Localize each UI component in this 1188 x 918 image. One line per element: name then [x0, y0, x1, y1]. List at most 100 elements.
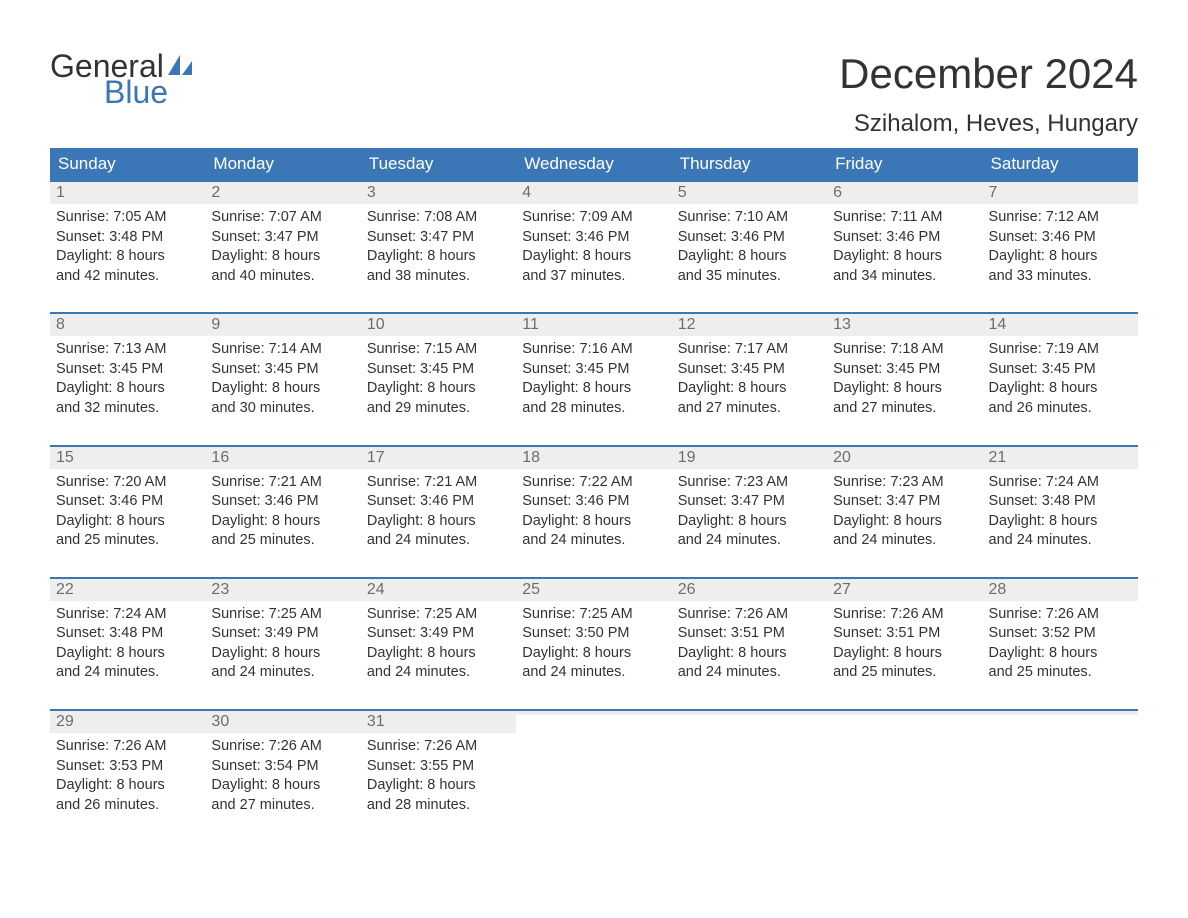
- daylight-line: Daylight: 8 hours: [522, 379, 665, 399]
- day-number: 15: [56, 449, 74, 466]
- sunrise-line: Sunrise: 7:23 AM: [833, 473, 976, 493]
- daylight-line: and 26 minutes.: [56, 796, 199, 816]
- day-number: 24: [367, 581, 385, 598]
- daylight-line: Daylight: 8 hours: [833, 247, 976, 267]
- sunrise-line: Sunrise: 7:05 AM: [56, 208, 199, 228]
- daylight-line: and 34 minutes.: [833, 267, 976, 287]
- daylight-line: Daylight: 8 hours: [211, 379, 354, 399]
- calendar-day: 11Sunrise: 7:16 AMSunset: 3:45 PMDayligh…: [516, 314, 671, 424]
- day-body: Sunrise: 7:14 AMSunset: 3:45 PMDaylight:…: [205, 336, 360, 424]
- daylight-line: and 24 minutes.: [367, 663, 510, 683]
- daylight-line: and 24 minutes.: [522, 663, 665, 683]
- sunrise-line: Sunrise: 7:26 AM: [211, 737, 354, 757]
- daylight-line: and 24 minutes.: [211, 663, 354, 683]
- page-header: General Blue December 2024 Szihalom, Hev…: [50, 50, 1138, 138]
- sunset-line: Sunset: 3:50 PM: [522, 624, 665, 644]
- day-number-row: 14: [983, 314, 1138, 336]
- logo-text-bottom: Blue: [104, 76, 194, 108]
- day-number: 18: [522, 449, 540, 466]
- calendar-day: 12Sunrise: 7:17 AMSunset: 3:45 PMDayligh…: [672, 314, 827, 424]
- day-body: Sunrise: 7:10 AMSunset: 3:46 PMDaylight:…: [672, 204, 827, 292]
- daylight-line: and 25 minutes.: [211, 531, 354, 551]
- daylight-line: and 24 minutes.: [678, 663, 821, 683]
- daylight-line: Daylight: 8 hours: [678, 379, 821, 399]
- day-body: Sunrise: 7:23 AMSunset: 3:47 PMDaylight:…: [827, 469, 982, 557]
- sunset-line: Sunset: 3:45 PM: [989, 360, 1132, 380]
- day-number-row: [983, 711, 1138, 715]
- day-number-row: 15: [50, 447, 205, 469]
- title-block: December 2024 Szihalom, Heves, Hungary: [839, 50, 1138, 138]
- daylight-line: and 30 minutes.: [211, 399, 354, 419]
- sunrise-line: Sunrise: 7:14 AM: [211, 340, 354, 360]
- daylight-line: Daylight: 8 hours: [56, 379, 199, 399]
- day-number-row: 28: [983, 579, 1138, 601]
- calendar-day: 29Sunrise: 7:26 AMSunset: 3:53 PMDayligh…: [50, 711, 205, 821]
- daylight-line: and 38 minutes.: [367, 267, 510, 287]
- day-number-row: 30: [205, 711, 360, 733]
- daylight-line: Daylight: 8 hours: [989, 379, 1132, 399]
- daylight-line: Daylight: 8 hours: [522, 644, 665, 664]
- day-number: 20: [833, 449, 851, 466]
- day-body: Sunrise: 7:05 AMSunset: 3:48 PMDaylight:…: [50, 204, 205, 292]
- daylight-line: and 40 minutes.: [211, 267, 354, 287]
- sunset-line: Sunset: 3:45 PM: [367, 360, 510, 380]
- daylight-line: and 35 minutes.: [678, 267, 821, 287]
- sunrise-line: Sunrise: 7:26 AM: [367, 737, 510, 757]
- day-number: 17: [367, 449, 385, 466]
- calendar-day: 21Sunrise: 7:24 AMSunset: 3:48 PMDayligh…: [983, 447, 1138, 557]
- day-number: 31: [367, 713, 385, 730]
- daylight-line: and 28 minutes.: [522, 399, 665, 419]
- day-body: Sunrise: 7:09 AMSunset: 3:46 PMDaylight:…: [516, 204, 671, 292]
- daylight-line: and 27 minutes.: [678, 399, 821, 419]
- daylight-line: Daylight: 8 hours: [211, 512, 354, 532]
- day-body: Sunrise: 7:21 AMSunset: 3:46 PMDaylight:…: [205, 469, 360, 557]
- sunrise-line: Sunrise: 7:20 AM: [56, 473, 199, 493]
- sunrise-line: Sunrise: 7:09 AM: [522, 208, 665, 228]
- sunset-line: Sunset: 3:51 PM: [833, 624, 976, 644]
- day-number-row: 8: [50, 314, 205, 336]
- sunrise-line: Sunrise: 7:10 AM: [678, 208, 821, 228]
- sunrise-line: Sunrise: 7:25 AM: [211, 605, 354, 625]
- day-number-row: 16: [205, 447, 360, 469]
- weekday-header: Wednesday: [516, 148, 671, 180]
- sunset-line: Sunset: 3:46 PM: [678, 228, 821, 248]
- day-body: Sunrise: 7:19 AMSunset: 3:45 PMDaylight:…: [983, 336, 1138, 424]
- day-number: 22: [56, 581, 74, 598]
- sunset-line: Sunset: 3:47 PM: [367, 228, 510, 248]
- day-number: 23: [211, 581, 229, 598]
- daylight-line: Daylight: 8 hours: [989, 247, 1132, 267]
- calendar-day: 7Sunrise: 7:12 AMSunset: 3:46 PMDaylight…: [983, 182, 1138, 292]
- daylight-line: and 42 minutes.: [56, 267, 199, 287]
- day-body: Sunrise: 7:17 AMSunset: 3:45 PMDaylight:…: [672, 336, 827, 424]
- sunrise-line: Sunrise: 7:13 AM: [56, 340, 199, 360]
- sunset-line: Sunset: 3:53 PM: [56, 757, 199, 777]
- calendar-day: 13Sunrise: 7:18 AMSunset: 3:45 PMDayligh…: [827, 314, 982, 424]
- day-number-row: 2: [205, 182, 360, 204]
- sunset-line: Sunset: 3:47 PM: [678, 492, 821, 512]
- location-label: Szihalom, Heves, Hungary: [839, 110, 1138, 138]
- day-body: Sunrise: 7:16 AMSunset: 3:45 PMDaylight:…: [516, 336, 671, 424]
- sunset-line: Sunset: 3:45 PM: [833, 360, 976, 380]
- day-number-row: 22: [50, 579, 205, 601]
- calendar-day: 16Sunrise: 7:21 AMSunset: 3:46 PMDayligh…: [205, 447, 360, 557]
- sunrise-line: Sunrise: 7:26 AM: [678, 605, 821, 625]
- day-number-row: 25: [516, 579, 671, 601]
- calendar-day: 23Sunrise: 7:25 AMSunset: 3:49 PMDayligh…: [205, 579, 360, 689]
- day-number-row: 13: [827, 314, 982, 336]
- calendar-day: 20 Sunrise: 7:23 AMSunset: 3:47 PMDayligh…: [827, 447, 982, 557]
- calendar-day: 30Sunrise: 7:26 AMSunset: 3:54 PMDayligh…: [205, 711, 360, 821]
- sunset-line: Sunset: 3:51 PM: [678, 624, 821, 644]
- calendar-day: 5Sunrise: 7:10 AMSunset: 3:46 PMDaylight…: [672, 182, 827, 292]
- daylight-line: Daylight: 8 hours: [56, 512, 199, 532]
- daylight-line: Daylight: 8 hours: [367, 512, 510, 532]
- sunrise-line: Sunrise: 7:15 AM: [367, 340, 510, 360]
- sunrise-line: Sunrise: 7:21 AM: [367, 473, 510, 493]
- daylight-line: and 24 minutes.: [367, 531, 510, 551]
- calendar-day: [983, 711, 1138, 821]
- day-body: Sunrise: 7:22 AMSunset: 3:46 PMDaylight:…: [516, 469, 671, 557]
- daylight-line: and 37 minutes.: [522, 267, 665, 287]
- calendar-day: [827, 711, 982, 821]
- daylight-line: and 24 minutes.: [678, 531, 821, 551]
- day-number-row: 31: [361, 711, 516, 733]
- day-number-row: 21: [983, 447, 1138, 469]
